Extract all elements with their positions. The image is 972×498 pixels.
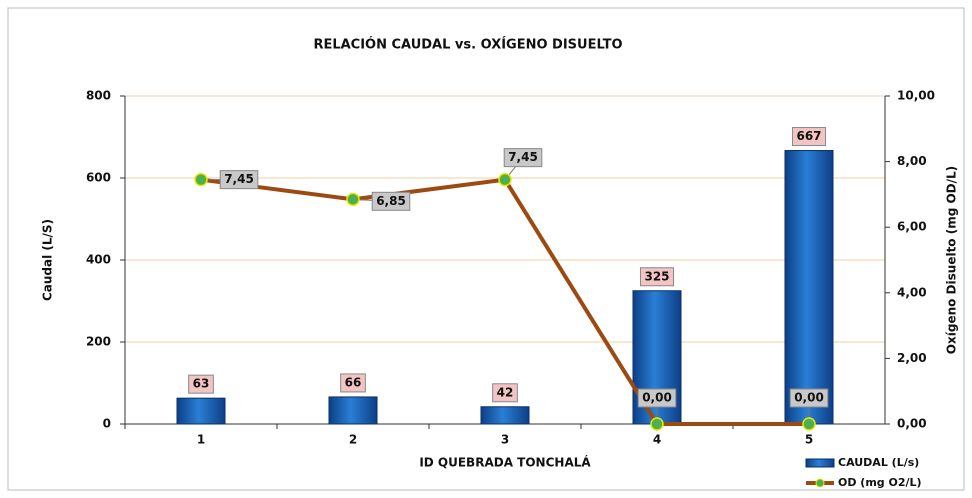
y-tick-label: 200 — [86, 335, 111, 349]
legend-label: OD (mg O2/L) — [838, 476, 922, 489]
y2-tick-label: 10,00 — [897, 89, 935, 103]
bar-value-label: 63 — [193, 377, 210, 391]
bar — [480, 406, 530, 425]
line-marker — [346, 192, 360, 207]
y2-tick-label: 2,00 — [897, 351, 927, 365]
y-tick-label: 400 — [86, 253, 111, 267]
bar-value-label-box — [188, 374, 214, 394]
bar-value-label: 325 — [644, 269, 669, 283]
bar-value-label: 667 — [796, 129, 821, 143]
y-tick-label: 800 — [86, 89, 111, 103]
bar-value-label: 42 — [497, 385, 514, 399]
y2-axis-title: Oxígeno Disuelto (mg OD/L) — [945, 166, 959, 354]
bar-value-label: 66 — [345, 375, 362, 389]
line-value-label-box — [219, 170, 259, 190]
line-value-label: 7,45 — [224, 172, 254, 186]
line-marker — [802, 417, 816, 431]
y2-tick-label: 4,00 — [897, 285, 927, 299]
y2-tick-label: 8,00 — [897, 154, 927, 168]
line-marker — [498, 172, 512, 187]
legend-swatch — [805, 458, 835, 468]
bar — [176, 397, 226, 425]
legend-marker — [815, 478, 825, 488]
y2-tick-label: 6,00 — [897, 220, 927, 234]
chart-title: RELACIÓN CAUDAL vs. OXÍGENO DISUELTO — [313, 37, 622, 53]
x-tick-label: 1 — [197, 433, 205, 447]
x-tick-label: 3 — [501, 433, 509, 447]
line-value-label: 0,00 — [642, 391, 672, 405]
line-value-label: 6,85 — [376, 194, 406, 208]
line-marker — [194, 172, 208, 187]
x-tick-label: 5 — [805, 433, 813, 447]
y-tick-label: 0 — [103, 417, 111, 431]
line-value-label-box — [371, 191, 411, 211]
y2-tick-label: 0,00 — [897, 417, 927, 431]
bar-value-label-box — [340, 373, 366, 393]
x-axis-title: ID QUEBRADA TONCHALÁ — [419, 455, 591, 470]
bar — [784, 150, 834, 425]
bar-value-label-box — [492, 383, 518, 403]
x-tick-label: 2 — [349, 433, 357, 447]
bar-value-label-box — [639, 267, 675, 287]
line-value-label-box — [789, 388, 829, 408]
bar — [328, 396, 378, 425]
line-value-label-box — [503, 148, 543, 168]
x-tick-label: 4 — [653, 433, 661, 447]
line-marker — [650, 417, 664, 431]
y-tick-label: 600 — [86, 171, 111, 185]
bar-value-label-box — [791, 127, 827, 147]
legend-label: CAUDAL (L/s) — [838, 456, 919, 469]
line-value-label-box — [637, 388, 677, 408]
line-value-label: 7,45 — [508, 150, 538, 164]
line-value-label: 0,00 — [794, 391, 824, 405]
y-axis-title: Caudal (L/S) — [41, 219, 55, 301]
